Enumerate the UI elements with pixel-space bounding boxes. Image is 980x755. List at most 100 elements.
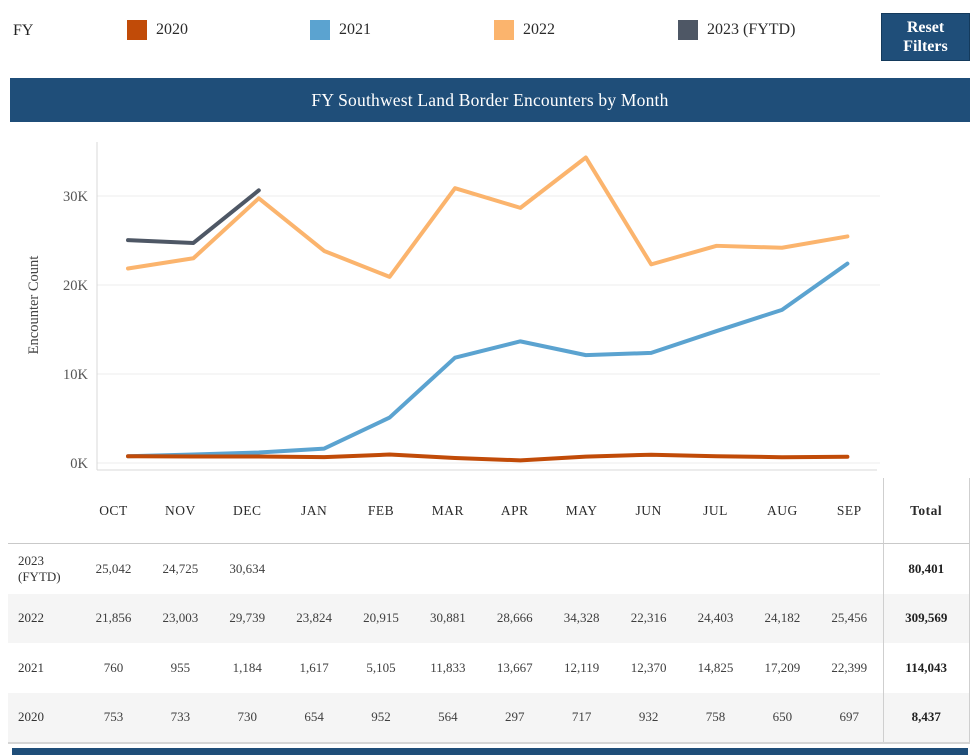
row-total-2023: 80,401 [882,544,970,594]
col-header-sep: SEP [815,478,883,544]
col-header-nov: NOV [146,478,214,544]
cell-2023-jul [682,544,749,594]
cell-2023-dec: 30,634 [229,560,266,576]
table-corner-cell [8,478,80,544]
cell-2023-nov: 24,725 [162,560,199,576]
col-header-jan: JAN [280,478,348,544]
legend-item-2020[interactable]: 2020 [127,20,188,40]
reset-filters-button[interactable]: Reset Filters [881,13,970,61]
series-line-2023-fytd[interactable] [126,188,261,245]
row-total-2022: 309,569 [882,593,970,643]
legend-label: 2021 [339,21,371,38]
legend-label: 2022 [523,21,555,38]
cell-2022-feb: 20,915 [347,593,415,643]
cell-2020-apr: 297 [481,692,549,742]
row-year-label: 2023 (FYTD) [18,552,61,584]
legend-label: 2023 (FYTD) [707,21,796,38]
chart-title-bar: FY Southwest Land Border Encounters by M… [10,78,970,122]
cell-2021-jul: 14,825 [697,659,734,675]
row-total-2021: 114,043 [882,643,970,693]
cell-2021-dec: 1,184 [232,659,262,675]
cell-2021-apr: 13,667 [496,659,533,675]
cell-2020-dec: 730 [213,692,281,742]
cell-2021-jun: 12,370 [630,659,667,675]
cell-2020-nov: 733 [146,692,214,742]
cell-2021-oct: 760 [103,659,124,675]
cell-2021-mar: 11,833 [430,659,466,675]
y-tick-10K: 10K [63,367,89,383]
legend-item-2021[interactable]: 2021 [310,20,371,40]
cell-2020-jul: 758 [682,692,749,742]
cell-2020-sep: 697 [815,692,883,742]
encounters-data-table: OCT NOV DEC JAN FEB MAR APR MAY JUN JUL AUG SEP Tota… [8,478,970,744]
cell-2020-mar: 564 [414,692,482,742]
row-year-label: 2020 [8,692,80,742]
legend-item-2023-fytd[interactable]: 2023 (FYTD) [678,20,795,40]
col-header-apr: APR [481,478,549,544]
cell-2021-feb: 5,105 [366,659,396,675]
col-header-jun: JUN [615,478,683,544]
cell-2023-feb [348,544,415,594]
col-header-feb: FEB [347,478,415,544]
col-header-mar: MAR [414,478,482,544]
cell-2020-may: 717 [548,692,616,742]
cell-2022-may: 34,328 [548,593,616,643]
cell-2022-oct: 21,856 [80,593,147,643]
cell-2023-sep [816,544,883,594]
cell-2022-sep: 25,456 [815,593,883,643]
cell-2022-nov: 23,003 [146,593,214,643]
cell-2020-oct: 753 [80,692,147,742]
cell-2022-aug: 24,182 [748,593,816,643]
cell-2023-aug [749,544,816,594]
legend-swatch-icon [127,20,147,40]
cell-2020-feb: 952 [347,692,415,742]
cell-2023-apr [481,544,548,594]
cell-2023-jun [615,544,682,594]
cell-2020-jun: 932 [615,692,683,742]
cell-2021-sep: 22,399 [831,659,868,675]
cell-2020-jan: 654 [280,692,348,742]
cell-2023-may [548,544,615,594]
col-header-dec: DEC [213,478,281,544]
col-header-oct: OCT [80,478,147,544]
encounters-line-chart: 0K 10K 20K 30K Encounter Count [26,142,880,472]
cell-2022-jul: 24,403 [682,593,749,643]
col-header-total: Total [882,478,970,544]
cell-2022-mar: 30,881 [414,593,482,643]
cell-2021-may: 12,119 [564,659,600,675]
row-total-2020: 8,437 [882,692,970,742]
col-header-may: MAY [548,478,616,544]
cell-2022-jan: 23,824 [280,593,348,643]
row-year-label: 2022 [8,593,80,643]
legend-swatch-icon [310,20,330,40]
y-tick-20K: 20K [63,278,89,294]
cell-2021-jan: 1,617 [299,659,329,675]
legend-swatch-icon [678,20,698,40]
next-section-bar [12,748,968,755]
cell-2022-apr: 28,666 [481,593,549,643]
cell-2021-aug: 17,209 [764,659,801,675]
legend-swatch-icon [494,20,514,40]
legend-label: 2020 [156,21,188,38]
cell-2021-nov: 955 [170,659,191,675]
cell-2023-mar [414,544,481,594]
col-header-jul: JUL [682,478,749,544]
cell-2020-aug: 650 [748,692,816,742]
cell-2023-jan [281,544,348,594]
series-line-2020[interactable] [126,452,850,463]
series-line-2022[interactable] [126,155,850,279]
series-line-2021[interactable] [126,261,850,459]
cell-2022-dec: 29,739 [213,593,281,643]
col-header-aug: AUG [748,478,816,544]
y-tick-0K: 0K [70,456,88,472]
filter-bar: FY 2020 2021 2022 2023 (FYTD) Reset Filters [0,0,980,75]
legend-item-2022[interactable]: 2022 [494,20,555,40]
y-tick-30K: 30K [63,189,89,205]
row-year-label: 2021 [18,659,44,675]
cell-2023-oct: 25,042 [95,560,132,576]
fy-filter-label: FY [13,22,34,39]
y-axis-label: Encounter Count [26,256,42,355]
cell-2022-jun: 22,316 [615,593,683,643]
chart-title: FY Southwest Land Border Encounters by M… [311,89,669,110]
